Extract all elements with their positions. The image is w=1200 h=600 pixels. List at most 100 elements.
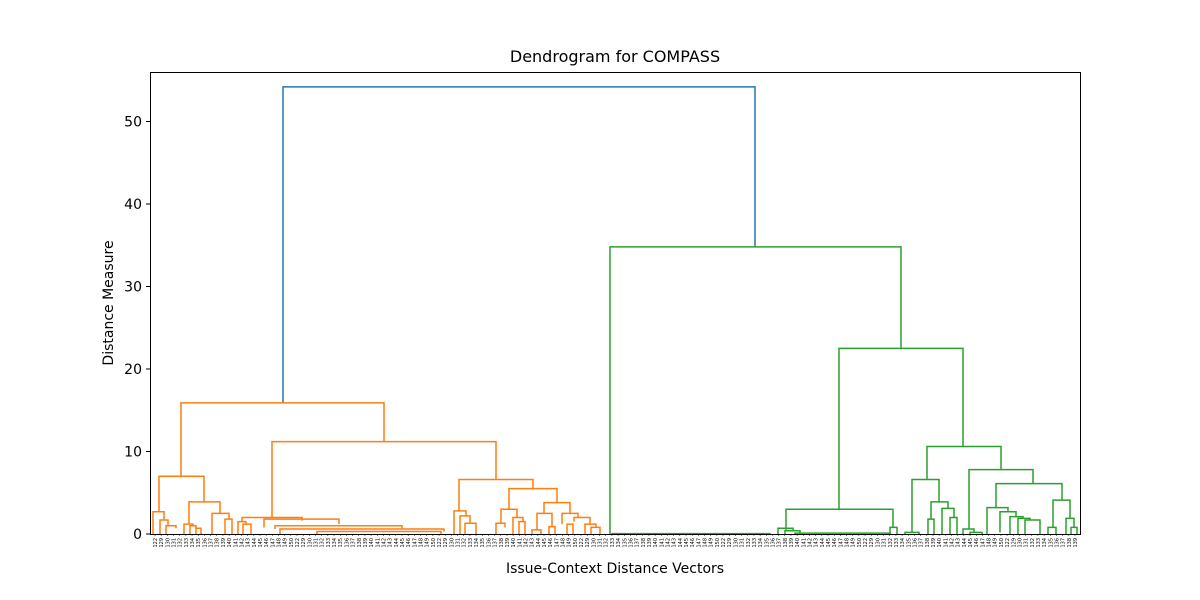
leaf-label: 137 [635, 538, 641, 548]
y-tick-label: 0 [133, 527, 142, 543]
leaf-label: 144 [962, 538, 968, 548]
y-axis-label: Distance Measure [101, 240, 117, 366]
leaf-label: 145 [826, 538, 832, 548]
leaf-label: 150 [573, 538, 579, 548]
leaf-label: 146 [690, 538, 696, 548]
dendrogram-link [543, 501, 571, 514]
leaf-label: 129 [1011, 538, 1017, 548]
leaf-label: 134 [1042, 538, 1048, 548]
leaf-label: 134 [190, 538, 196, 548]
leaf-label: 129 [301, 538, 307, 548]
leaf-label: 142 [523, 538, 529, 548]
dendrogram-link [518, 520, 526, 534]
leaf-label: 134 [332, 538, 338, 548]
leaf-label: 139 [1073, 538, 1079, 548]
dendrogram-link [531, 529, 542, 534]
dendrogram-link [189, 525, 197, 534]
leaf-label: 145 [542, 538, 548, 548]
leaf-label: 143 [672, 538, 678, 548]
leaf-label: 148 [703, 538, 709, 548]
dendrogram-link [968, 468, 1034, 530]
dendrogram-link [785, 508, 894, 530]
leaf-label: 149 [425, 538, 431, 548]
leaf-label: 142 [381, 538, 387, 548]
leaf-label: 140 [511, 538, 517, 548]
leaf-label: 149 [851, 538, 857, 548]
dendrogram-link [1009, 515, 1024, 534]
leaf-label: 135 [1048, 538, 1054, 548]
dendrogram-link [999, 510, 1017, 533]
y-tick-label: 20 [124, 362, 142, 378]
leaf-label: 138 [925, 538, 931, 548]
leaf-label: 135 [906, 538, 912, 548]
dendrogram-link [495, 522, 506, 534]
leaf-label: 133 [752, 538, 758, 548]
x-axis-label: Issue-Context Distance Vectors [505, 561, 725, 577]
leaf-label: 138 [499, 538, 505, 548]
dendrogram-link [279, 528, 445, 534]
leaf-label: 138 [357, 538, 363, 548]
leaf-label: 131 [598, 538, 604, 548]
leaf-label: 132 [888, 538, 894, 548]
leaf-label: 140 [227, 538, 233, 548]
y-tick-label: 40 [124, 197, 142, 213]
dendrogram-link [548, 525, 556, 534]
dendrogram-link [152, 510, 165, 534]
leaf-label: 132 [1030, 538, 1036, 548]
leaf-label: 144 [678, 538, 684, 548]
dendrogram-link [949, 516, 958, 534]
leaf-label: 142 [950, 538, 956, 548]
leaf-label: 150 [857, 538, 863, 548]
leaf-label: 131 [1024, 538, 1030, 548]
leaf-label: 149 [567, 538, 573, 548]
leaf-label: 139 [789, 538, 795, 548]
leaf-label: 146 [832, 538, 838, 548]
leaf-label: 146 [974, 538, 980, 548]
leaf-label: 149 [993, 538, 999, 548]
leaf-label: 143 [388, 538, 394, 548]
dendrogram-link [237, 520, 247, 534]
leaf-label: 138 [215, 538, 221, 548]
dendrogram-link [889, 526, 898, 534]
leaf-label: 132 [746, 538, 752, 548]
leaf-label: 140 [369, 538, 375, 548]
leaf-label: 140 [937, 538, 943, 548]
leaf-label: 146 [264, 538, 270, 548]
leaf-label: 129 [585, 538, 591, 548]
leaf-label: 122 [295, 538, 301, 548]
leaf-label: 133 [326, 538, 332, 548]
leaf-label: 122 [579, 538, 585, 548]
leaf-label: 135 [338, 538, 344, 548]
leaf-label: 147 [980, 538, 986, 548]
leaf-label: 143 [246, 538, 252, 548]
leaf-label: 129 [443, 538, 449, 548]
leaf-label: 147 [412, 538, 418, 548]
leaf-label: 145 [400, 538, 406, 548]
leaf-label: 134 [616, 538, 622, 548]
leaf-label: 130 [875, 538, 881, 548]
leaf-label: 137 [777, 538, 783, 548]
plot-frame [150, 72, 1081, 535]
leaf-label: 134 [900, 538, 906, 548]
dendrogram-link [271, 440, 497, 518]
leaf-label: 148 [845, 538, 851, 548]
leaf-label: 133 [468, 538, 474, 548]
leaf-label: 137 [351, 538, 357, 548]
leaf-label: 131 [740, 538, 746, 548]
leaf-label: 139 [505, 538, 511, 548]
leaf-label: 136 [202, 538, 208, 548]
dendrogram-link [609, 246, 902, 534]
leaf-label: 136 [628, 538, 634, 548]
leaf-label: 139 [221, 538, 227, 548]
leaf-label: 147 [838, 538, 844, 548]
leaf-label: 145 [258, 538, 264, 548]
leaf-label: 131 [172, 538, 178, 548]
leaf-label: 140 [795, 538, 801, 548]
leaf-label: 141 [375, 538, 381, 548]
leaf-label: 129 [727, 538, 733, 548]
dendrogram-link [838, 347, 964, 510]
y-tick-label: 30 [124, 280, 142, 296]
y-tick-label: 10 [124, 445, 142, 461]
leaf-label: 133 [894, 538, 900, 548]
dendrogram-link [459, 515, 471, 534]
